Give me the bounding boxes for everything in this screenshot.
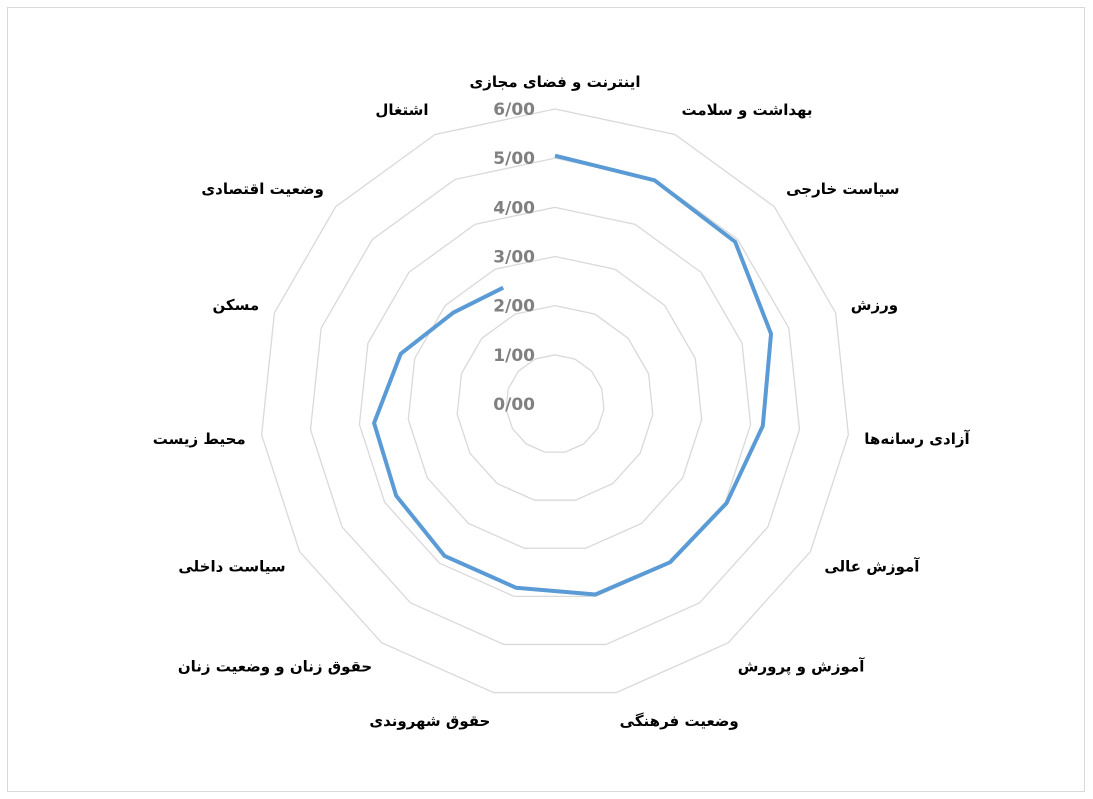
- grid-line: [456, 305, 654, 501]
- r-tick-label: 1/00: [493, 346, 535, 366]
- category-label: وضعیت اقتصادی: [201, 180, 323, 198]
- category-label: حقوق زنان و وضعیت زنان: [178, 657, 372, 675]
- category-label: اینترنت و فضای مجازی: [470, 73, 641, 91]
- category-label: مسکن: [212, 296, 259, 314]
- category-label: اشتغال: [375, 101, 428, 119]
- category-label: سیاست داخلی: [178, 558, 285, 576]
- category-label: وضعیت فرهنگی: [620, 712, 739, 730]
- r-tick-label: 6/00: [493, 100, 535, 120]
- category-label: ورزش: [851, 296, 898, 314]
- r-tick-label: 0/00: [493, 395, 535, 415]
- chart-frame: [7, 7, 1085, 792]
- category-label: آزادی رسانه‌ها: [864, 430, 970, 448]
- r-tick-label: 4/00: [493, 198, 535, 218]
- category-label: بهداشت و سلامت: [681, 101, 812, 119]
- category-label: سیاست خارجی: [786, 180, 899, 198]
- category-label: آموزش عالی: [824, 558, 920, 576]
- r-tick-label: 2/00: [493, 297, 535, 317]
- category-label: حقوق شهروندی: [369, 712, 490, 730]
- grid-line: [407, 255, 703, 549]
- r-tick-label: 5/00: [493, 149, 535, 169]
- series-line: [372, 153, 774, 597]
- grid-line: [358, 206, 752, 598]
- category-label: آموزش و پرورش: [738, 657, 865, 676]
- category-label: محیط زیست: [153, 430, 246, 448]
- grid-line: [309, 157, 801, 646]
- grid-line: [260, 108, 850, 694]
- r-tick-label: 3/00: [493, 248, 535, 268]
- grid-line: [505, 354, 605, 453]
